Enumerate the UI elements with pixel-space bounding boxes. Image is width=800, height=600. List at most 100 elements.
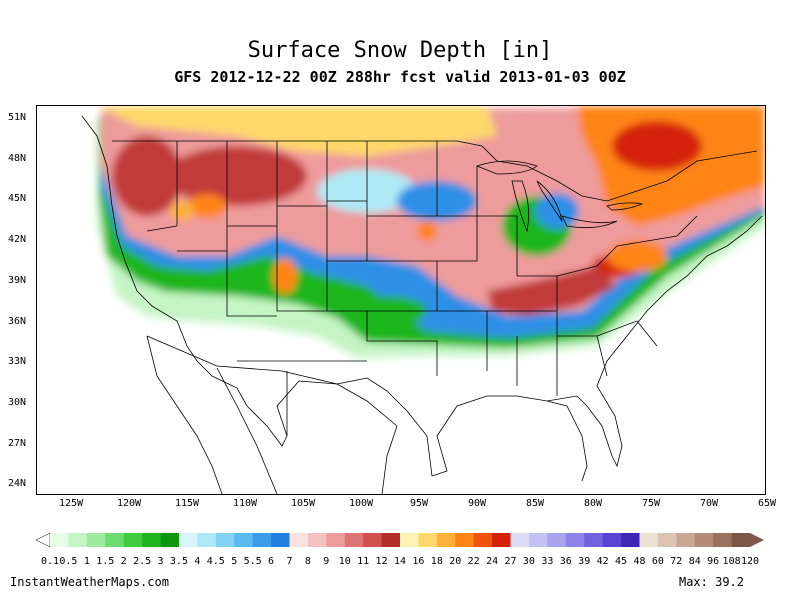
gulf-coast-mexico	[381, 425, 398, 494]
snow-patch-red-montana	[167, 146, 307, 206]
snow-patch-orange-nw	[187, 194, 227, 218]
colorbar-label: 45	[615, 556, 628, 567]
colorbar-swatch	[621, 533, 640, 547]
colorbar-swatch	[584, 533, 603, 547]
colorbar-label: 2	[120, 556, 127, 567]
colorbar-swatch	[326, 533, 346, 547]
colorbar-label: 6	[268, 556, 275, 567]
lon-label: 75W	[641, 498, 661, 509]
colorbar-swatch	[657, 533, 677, 547]
colorbar-label: 7	[286, 556, 293, 567]
colorbar-label: 0.1	[40, 556, 60, 567]
colorbar-swatch	[473, 533, 493, 547]
lat-label: 39N	[8, 274, 27, 286]
colorbar-label: 72	[670, 556, 683, 567]
lon-label: 125W	[58, 498, 84, 509]
colorbar-label: 12	[375, 556, 388, 567]
colorbar-label: 27	[504, 556, 517, 567]
colorbar-label: 10	[338, 556, 351, 567]
lon-label: 65W	[757, 498, 777, 509]
colorbar-label: 2.5	[133, 556, 152, 567]
colorbar-swatch	[381, 533, 401, 547]
colorbar-label: 48	[633, 556, 646, 567]
colorbar	[36, 533, 764, 547]
lon-label: 95W	[409, 498, 429, 509]
colorbar-label: 108	[722, 556, 741, 567]
colorbar-label: 60	[651, 556, 664, 567]
lon-label: 100W	[348, 498, 374, 509]
great-lakes	[475, 160, 644, 233]
colorbar-label: 11	[357, 556, 370, 567]
colorbar-swatch	[123, 533, 143, 547]
colorbar-label: 20	[449, 556, 462, 567]
colorbar-swatch	[86, 533, 106, 547]
lat-label: 30N	[8, 396, 27, 408]
colorbar-swatch	[68, 533, 88, 547]
snow-patch-yellow-north	[97, 106, 497, 156]
snow-patch-colorado	[273, 258, 297, 294]
max-value: Max: 39.2	[678, 575, 744, 589]
colorbar-min-arrow	[36, 533, 51, 547]
mexico-coast	[216, 367, 278, 494]
lon-label: 85W	[525, 498, 545, 509]
colorbar-swatch	[160, 533, 180, 547]
colorbar-label: 18	[430, 556, 443, 567]
colorbar-swatch	[492, 533, 511, 547]
colorbar-label: 4.5	[206, 556, 225, 567]
lat-label: 24N	[8, 478, 27, 490]
snow-field	[97, 106, 765, 358]
lat-label: 27N	[8, 437, 27, 449]
colorbar-swatch	[178, 533, 198, 547]
colorbar-label: 1.5	[96, 556, 115, 567]
colorbar-swatch	[455, 533, 474, 547]
snow-depth-map	[81, 106, 765, 494]
colorbar-swatch	[676, 533, 696, 547]
colorbar-label: 39	[578, 556, 591, 567]
colorbar-label: 96	[707, 556, 720, 567]
colorbar-swatch	[215, 533, 235, 547]
colorbar-swatch	[602, 533, 622, 547]
lat-label: 42N	[8, 234, 27, 246]
mexico-border	[146, 335, 398, 427]
snow-patch-red-west	[112, 136, 182, 216]
snow-patch-orange-ny	[607, 240, 667, 272]
snow-patch-orange-idaho	[170, 201, 194, 221]
colorbar-swatch	[50, 533, 69, 547]
colorbar-swatch	[565, 533, 585, 547]
colorbar-swatch	[418, 533, 438, 547]
colorbar-swatch	[528, 533, 548, 547]
colorbar-swatch	[197, 533, 217, 547]
colorbar-swatch	[142, 533, 161, 547]
colorbar-swatch	[436, 533, 456, 547]
lat-label: 51N	[8, 112, 27, 123]
lat-label: 45N	[8, 193, 27, 205]
lon-label: 80W	[583, 498, 603, 509]
colorbar-label: 14	[393, 556, 407, 567]
map-subtitle: GFS 2012-12-22 00Z 288hr fcst valid 2013…	[174, 68, 626, 86]
political-boundaries	[81, 115, 763, 494]
colorbar-label: 33	[541, 556, 554, 567]
colorbar-label: 3	[157, 556, 164, 567]
colorbar-label: 42	[596, 556, 609, 567]
colorbar-swatch	[547, 533, 567, 547]
colorbar-swatch	[344, 533, 364, 547]
colorbar-swatch	[731, 533, 751, 547]
snow-patch-greatlakes-blue	[535, 193, 579, 229]
credit-text: InstantWeatherMaps.com	[10, 575, 169, 589]
colorbar-label: 120	[740, 556, 760, 567]
lon-label: 115W	[174, 498, 200, 509]
colorbar-swatch	[400, 533, 419, 547]
colorbar-label: 36	[559, 556, 572, 567]
colorbar-swatch	[307, 533, 327, 547]
colorbar-swatch	[234, 533, 253, 547]
colorbar-label: 24	[486, 556, 499, 567]
colorbar-label: 84	[688, 556, 701, 567]
florida	[546, 400, 588, 482]
colorbar-swatch	[713, 533, 732, 547]
colorbar-max-arrow	[750, 533, 764, 547]
snow-patch-iowa-core	[417, 221, 437, 241]
lon-label: 90W	[467, 498, 487, 509]
colorbar-label: 0.5	[59, 556, 78, 567]
lat-label: 33N	[8, 356, 27, 368]
colorbar-label: 16	[412, 556, 425, 567]
